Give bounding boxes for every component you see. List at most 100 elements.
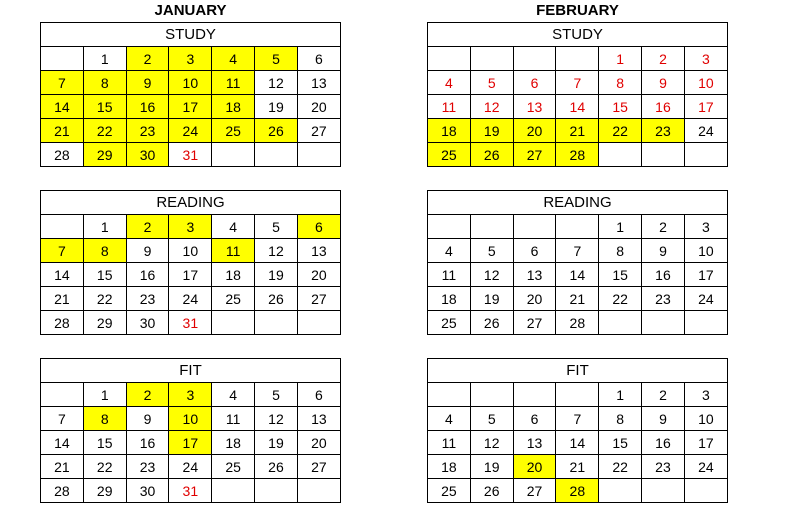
day-cell: 3 xyxy=(683,382,729,407)
day-cell: 25 xyxy=(427,142,471,167)
day-cell: 16 xyxy=(125,262,170,287)
day-cell: 10 xyxy=(683,406,729,431)
empty-cell xyxy=(641,478,685,503)
day-cell: 26 xyxy=(469,478,514,503)
day-cell: 9 xyxy=(125,238,170,263)
day-cell: 1 xyxy=(82,46,127,71)
day-cell: 15 xyxy=(82,94,127,119)
day-cell: 21 xyxy=(40,118,84,143)
day-cell: 9 xyxy=(641,238,685,263)
empty-cell xyxy=(683,478,729,503)
day-cell: 10 xyxy=(168,238,213,263)
empty-cell xyxy=(254,142,298,167)
day-cell: 6 xyxy=(512,406,557,431)
day-cell: 28 xyxy=(555,478,600,503)
day-cell: 13 xyxy=(512,262,557,287)
calendar-january-reading: READING 1 2 3 4 5 6 7 8 9 10 11 12 13 14 15 16 17 18 19 20 21… xyxy=(40,190,342,335)
day-cell: 24 xyxy=(683,454,729,479)
day-cell: 26 xyxy=(469,310,514,335)
day-cell: 23 xyxy=(641,286,685,311)
day-cell: 10 xyxy=(683,70,729,95)
calendar-header: READING xyxy=(40,190,341,215)
day-cell: 12 xyxy=(469,262,514,287)
day-cell: 23 xyxy=(125,454,170,479)
day-cell: 14 xyxy=(40,430,84,455)
day-cell: 27 xyxy=(296,286,342,311)
day-cell: 29 xyxy=(82,142,127,167)
day-cell: 20 xyxy=(512,454,557,479)
day-cell: 12 xyxy=(254,406,298,431)
day-cell: 13 xyxy=(512,94,557,119)
day-cell: 6 xyxy=(296,382,342,407)
day-cell: 7 xyxy=(555,238,600,263)
day-cell: 18 xyxy=(427,286,471,311)
empty-cell xyxy=(211,478,256,503)
calendar-header: FIT xyxy=(40,358,341,383)
day-cell: 17 xyxy=(168,94,213,119)
empty-cell xyxy=(512,46,557,71)
day-cell: 25 xyxy=(427,310,471,335)
day-cell: 4 xyxy=(427,70,471,95)
day-cell: 28 xyxy=(555,142,600,167)
day-cell: 19 xyxy=(469,454,514,479)
day-cell: 21 xyxy=(40,286,84,311)
day-cell: 9 xyxy=(641,406,685,431)
day-cell: 7 xyxy=(555,406,600,431)
day-cell: 23 xyxy=(125,118,170,143)
day-cell: 20 xyxy=(512,118,557,143)
day-cell: 5 xyxy=(469,70,514,95)
empty-cell xyxy=(555,46,600,71)
day-cell: 10 xyxy=(168,406,213,431)
day-cell: 22 xyxy=(82,118,127,143)
day-cell: 13 xyxy=(296,70,342,95)
day-cell: 16 xyxy=(125,430,170,455)
day-cell: 18 xyxy=(211,94,256,119)
day-cell: 2 xyxy=(641,46,685,71)
day-cell: 6 xyxy=(512,70,557,95)
day-cell: 5 xyxy=(254,46,298,71)
day-cell: 1 xyxy=(82,382,127,407)
day-cell: 13 xyxy=(296,238,342,263)
day-cell: 1 xyxy=(598,46,643,71)
empty-cell xyxy=(683,310,729,335)
day-cell: 15 xyxy=(598,94,643,119)
day-cell: 15 xyxy=(598,262,643,287)
day-cell: 21 xyxy=(40,454,84,479)
day-cell: 28 xyxy=(40,478,84,503)
day-cell: 18 xyxy=(427,454,471,479)
day-cell: 16 xyxy=(641,430,685,455)
day-cell: 23 xyxy=(641,118,685,143)
calendar-header: STUDY xyxy=(40,22,341,47)
empty-cell xyxy=(512,214,557,239)
month-title-february: FEBRUARY xyxy=(536,2,619,19)
day-cell: 8 xyxy=(82,70,127,95)
day-cell: 19 xyxy=(254,430,298,455)
day-cell: 17 xyxy=(168,430,213,455)
day-cell: 25 xyxy=(427,478,471,503)
day-cell: 26 xyxy=(469,142,514,167)
day-cell: 11 xyxy=(427,94,471,119)
day-cell: 2 xyxy=(641,382,685,407)
day-cell: 21 xyxy=(555,118,600,143)
day-cell: 12 xyxy=(469,94,514,119)
empty-cell xyxy=(254,478,298,503)
empty-cell xyxy=(211,142,256,167)
day-cell: 22 xyxy=(598,118,643,143)
day-cell: 14 xyxy=(555,430,600,455)
day-cell: 16 xyxy=(125,94,170,119)
calendar-header: READING xyxy=(427,190,728,215)
day-cell: 9 xyxy=(641,70,685,95)
day-cell: 8 xyxy=(598,238,643,263)
day-cell: 17 xyxy=(683,430,729,455)
day-cell: 14 xyxy=(40,262,84,287)
empty-cell xyxy=(427,46,471,71)
day-cell: 11 xyxy=(211,238,256,263)
day-cell: 10 xyxy=(683,238,729,263)
day-cell: 11 xyxy=(427,262,471,287)
calendar-february-reading: READING 1 2 3 4 5 6 7 8 9 10 11 12 13 14 15 16 17 18 19 20 21… xyxy=(427,190,729,335)
day-cell: 4 xyxy=(211,214,256,239)
day-cell: 7 xyxy=(40,238,84,263)
day-cell: 13 xyxy=(296,406,342,431)
day-cell: 3 xyxy=(168,214,213,239)
day-cell: 19 xyxy=(469,118,514,143)
